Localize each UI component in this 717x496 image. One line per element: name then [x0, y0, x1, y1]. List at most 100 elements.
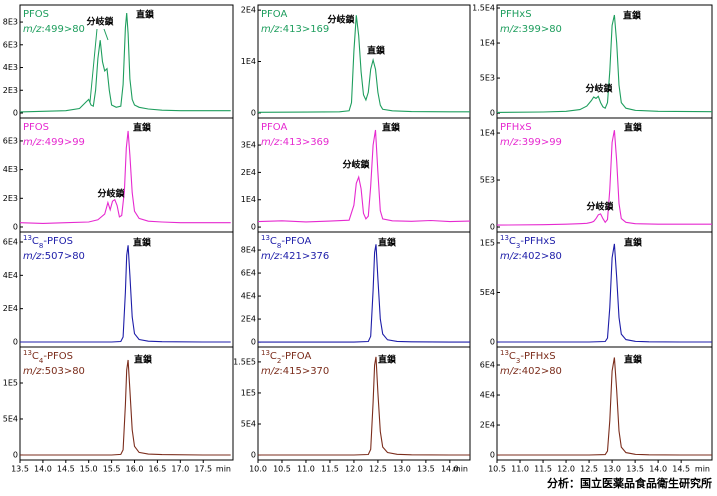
peak-annotation: 分岐鎖 — [327, 14, 355, 26]
y-tick-label: 1E4 — [480, 129, 495, 138]
title-part: -PFOS — [43, 351, 73, 362]
title-part: PFOA — [261, 9, 287, 20]
peak-annotation: 直鎖 — [624, 122, 643, 134]
trace — [257, 15, 470, 113]
panel-title: 13C2-PFOA — [261, 349, 311, 365]
trace — [257, 129, 471, 223]
peak-annotation: 分岐鎖 — [86, 16, 114, 28]
panel-title: PFOA — [261, 9, 287, 20]
transition-part: :399>80 — [518, 24, 562, 35]
panel-title: 13C3-PFHxS — [500, 234, 556, 250]
transition: m/z:399>99 — [500, 137, 562, 148]
y-tick-label: 8E4 — [241, 246, 256, 255]
x-tick-label: 12.0 — [557, 465, 575, 474]
title-part: -PFHxS — [520, 236, 555, 247]
title-part: 13 — [500, 234, 509, 242]
x-unit: min — [216, 465, 231, 474]
trace — [19, 12, 231, 113]
transition-part: :503>80 — [41, 366, 85, 377]
y-tick-label: 6E4 — [480, 361, 495, 370]
y-tick-label: 2E4 — [241, 315, 256, 324]
y-tick-label: 1.5E5 — [233, 357, 256, 366]
y-tick-label: 4E4 — [241, 292, 256, 301]
title-part: 3 — [516, 242, 520, 250]
title-part: 8 — [39, 242, 43, 250]
x-tick-label: 16.5 — [149, 465, 167, 474]
peak-annotation: 直鎖 — [624, 237, 643, 249]
trace — [258, 244, 470, 343]
y-tick-label: 4E3 — [3, 165, 18, 174]
y-tick-label: 5E4 — [241, 419, 256, 428]
panel-frame — [496, 4, 713, 119]
y-tick-label: 2E4 — [241, 168, 256, 177]
transition-part: m/z — [23, 24, 42, 35]
peak-annotation: 直鎖 — [378, 237, 397, 249]
y-tick-label: 6E4 — [241, 269, 256, 278]
transition: m/z:499>99 — [23, 137, 85, 148]
transition: m/z:499>80 — [23, 24, 85, 35]
panel-frame — [496, 346, 713, 461]
panel-frame — [257, 346, 471, 461]
transition-part: :415>370 — [279, 366, 329, 377]
panel-frame — [496, 231, 713, 348]
footer: 分析：国立医薬品食品衛生研究所 — [547, 476, 712, 490]
y-tick-label: 2E3 — [3, 86, 18, 95]
transition: m/z:413>169 — [261, 24, 329, 35]
trace — [496, 14, 713, 113]
y-tick-label: 2E3 — [3, 194, 18, 203]
y-tick-label: 5E3 — [480, 74, 495, 83]
y-tick-label: 3E4 — [241, 141, 256, 150]
title-part: C — [270, 351, 277, 362]
title-part: C — [270, 236, 277, 247]
peak-annotation: 直鎖 — [624, 354, 643, 366]
transition: m/z:421>376 — [261, 251, 329, 262]
title-part: -PFOA — [281, 351, 311, 362]
title-part: C — [32, 351, 39, 362]
trace — [497, 357, 712, 456]
transition: m/z:402>80 — [500, 366, 562, 377]
panel-frame — [19, 231, 234, 348]
trace — [258, 356, 470, 456]
y-tick-label: 6E3 — [3, 40, 18, 49]
trace — [20, 359, 231, 456]
panel-title: 13C8-PFOS — [23, 234, 73, 250]
x-tick-label: 13.0 — [393, 465, 411, 474]
panel-title: PFHxS — [500, 9, 532, 20]
title-part: PFHxS — [500, 9, 532, 20]
transition-part: m/z — [261, 137, 280, 148]
y-tick-label: 2E4 — [3, 304, 18, 313]
transition-part: :413>369 — [279, 137, 329, 148]
x-tick-label: 17.0 — [171, 465, 189, 474]
trace — [20, 245, 231, 343]
x-unit: min — [453, 465, 468, 474]
transition-part: :499>80 — [41, 24, 85, 35]
peak-annotation: 直鎖 — [367, 45, 386, 57]
transition: m/z:402>80 — [500, 251, 562, 262]
y-tick-label: 1E4 — [480, 39, 495, 48]
y-tick-label: 6E3 — [3, 136, 18, 145]
title-part: PFOA — [261, 122, 287, 133]
transition-part: m/z — [500, 137, 519, 148]
panel-frame — [496, 117, 713, 233]
transition-part: m/z — [261, 366, 280, 377]
title-part: 13 — [23, 349, 32, 357]
panel-title: PFOS — [23, 122, 49, 133]
x-tick-label: 11.5 — [534, 465, 552, 474]
panel-title: 13C3-PFHxS — [500, 349, 556, 365]
transition-part: m/z — [261, 24, 280, 35]
x-tick-label: 16.0 — [126, 465, 144, 474]
transition-part: :399>99 — [518, 137, 562, 148]
transition: m/z:507>80 — [23, 251, 85, 262]
peak-annotation: 分岐鎖 — [586, 201, 614, 213]
transition: m/z:413>369 — [261, 137, 329, 148]
panel-title: PFOA — [261, 122, 287, 133]
title-part: 3 — [516, 357, 520, 365]
title-part: -PFOA — [281, 236, 311, 247]
y-tick-label: 6E4 — [3, 238, 18, 247]
y-tick-label: 1E5 — [241, 388, 256, 397]
y-tick-label: 0 — [490, 338, 495, 347]
panel-title: 13C8-PFOA — [261, 234, 311, 250]
title-part: 13 — [261, 349, 270, 357]
title-part: PFOS — [23, 122, 49, 133]
x-tick-label: 14.0 — [441, 465, 459, 474]
